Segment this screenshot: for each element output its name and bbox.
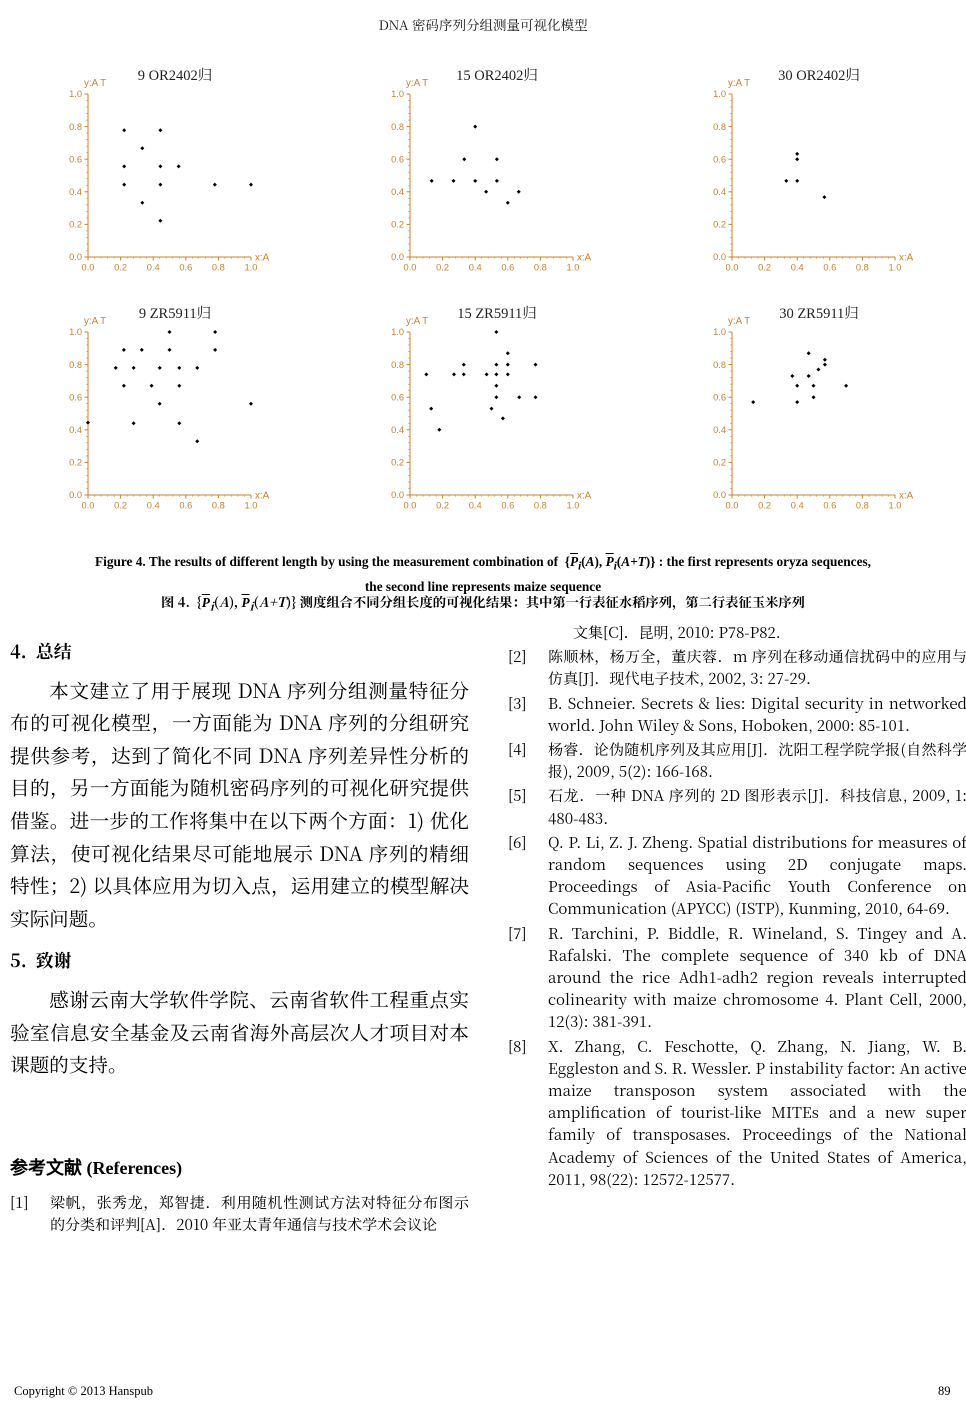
svg-text:0.8: 0.8 <box>212 501 225 511</box>
svg-text:0.8: 0.8 <box>534 263 547 273</box>
svg-text:0.4: 0.4 <box>469 263 482 273</box>
svg-text:x:A: x:A <box>577 491 592 502</box>
svg-text:y:A T: y:A T <box>728 316 750 327</box>
svg-text:0.4: 0.4 <box>713 187 726 197</box>
svg-text:1.0: 1.0 <box>245 501 258 511</box>
svg-text:0.0: 0.0 <box>391 252 404 262</box>
svg-text:0.0: 0.0 <box>82 501 95 511</box>
svg-text:1.0: 1.0 <box>69 89 82 99</box>
svg-text:0.0: 0.0 <box>404 263 417 273</box>
svg-text:0.8: 0.8 <box>856 263 869 273</box>
svg-text:1.0: 1.0 <box>567 263 580 273</box>
svg-text:0.8: 0.8 <box>713 360 726 370</box>
svg-text:0.0: 0.0 <box>69 490 82 500</box>
svg-text:0.8: 0.8 <box>69 122 82 132</box>
svg-text:0.2: 0.2 <box>436 263 449 273</box>
svg-text:0.4: 0.4 <box>391 425 404 435</box>
svg-text:0.6: 0.6 <box>713 392 726 402</box>
svg-text:y:A T: y:A T <box>84 316 106 327</box>
svg-text:0.4: 0.4 <box>469 501 482 511</box>
svg-text:0.6: 0.6 <box>179 501 192 511</box>
svg-text:0.2: 0.2 <box>114 263 127 273</box>
svg-text:x:A: x:A <box>255 253 270 264</box>
svg-text:0.4: 0.4 <box>147 501 160 511</box>
svg-text:0.2: 0.2 <box>69 458 82 468</box>
svg-text:y:A T: y:A T <box>84 78 106 89</box>
svg-text:0.8: 0.8 <box>856 501 869 511</box>
svg-text:1.0: 1.0 <box>889 263 902 273</box>
svg-text:x:A: x:A <box>255 491 270 502</box>
svg-text:0.6: 0.6 <box>823 263 836 273</box>
svg-text:0.2: 0.2 <box>69 220 82 230</box>
svg-text:0.2: 0.2 <box>391 220 404 230</box>
svg-text:0.2: 0.2 <box>758 501 771 511</box>
svg-text:1.0: 1.0 <box>245 263 258 273</box>
svg-text:0.8: 0.8 <box>391 360 404 370</box>
svg-text:x:A: x:A <box>577 253 592 264</box>
svg-text:0.0: 0.0 <box>713 490 726 500</box>
svg-text:0.6: 0.6 <box>713 154 726 164</box>
svg-text:0.8: 0.8 <box>69 360 82 370</box>
svg-text:0.0: 0.0 <box>391 490 404 500</box>
svg-text:x:A: x:A <box>899 491 914 502</box>
svg-text:0.4: 0.4 <box>791 263 804 273</box>
svg-text:0.2: 0.2 <box>713 220 726 230</box>
svg-text:0.2: 0.2 <box>114 501 127 511</box>
svg-text:0.4: 0.4 <box>391 187 404 197</box>
svg-text:0.6: 0.6 <box>501 501 514 511</box>
svg-text:1.0: 1.0 <box>889 501 902 511</box>
svg-text:0.4: 0.4 <box>147 263 160 273</box>
svg-text:0.0: 0.0 <box>713 252 726 262</box>
svg-text:1.0: 1.0 <box>713 89 726 99</box>
svg-text:1.0: 1.0 <box>391 327 404 337</box>
svg-text:0.6: 0.6 <box>391 392 404 402</box>
svg-text:1.0: 1.0 <box>713 327 726 337</box>
svg-text:y:A T: y:A T <box>728 78 750 89</box>
svg-text:1.0: 1.0 <box>391 89 404 99</box>
svg-text:0.4: 0.4 <box>69 187 82 197</box>
svg-text:0.4: 0.4 <box>791 501 804 511</box>
svg-text:0.6: 0.6 <box>69 392 82 402</box>
svg-text:1.0: 1.0 <box>69 327 82 337</box>
svg-text:0.0: 0.0 <box>82 263 95 273</box>
svg-text:y:A T: y:A T <box>406 316 428 327</box>
svg-text:0.6: 0.6 <box>179 263 192 273</box>
svg-text:0.6: 0.6 <box>823 501 836 511</box>
svg-text:0.2: 0.2 <box>758 263 771 273</box>
svg-text:0.4: 0.4 <box>713 425 726 435</box>
svg-text:0.6: 0.6 <box>391 154 404 164</box>
svg-text:0.4: 0.4 <box>69 425 82 435</box>
svg-text:0.0: 0.0 <box>404 501 417 511</box>
svg-text:0.2: 0.2 <box>391 458 404 468</box>
svg-text:0.8: 0.8 <box>713 122 726 132</box>
svg-text:0.6: 0.6 <box>501 263 514 273</box>
svg-text:0.8: 0.8 <box>212 263 225 273</box>
svg-text:0.0: 0.0 <box>69 252 82 262</box>
svg-text:0.8: 0.8 <box>534 501 547 511</box>
svg-text:0.2: 0.2 <box>436 501 449 511</box>
svg-text:0.0: 0.0 <box>726 263 739 273</box>
svg-text:y:A T: y:A T <box>406 78 428 89</box>
svg-text:1.0: 1.0 <box>567 501 580 511</box>
svg-text:0.8: 0.8 <box>391 122 404 132</box>
svg-text:0.6: 0.6 <box>69 154 82 164</box>
svg-text:x:A: x:A <box>899 253 914 264</box>
svg-text:0.0: 0.0 <box>726 501 739 511</box>
svg-text:0.2: 0.2 <box>713 458 726 468</box>
